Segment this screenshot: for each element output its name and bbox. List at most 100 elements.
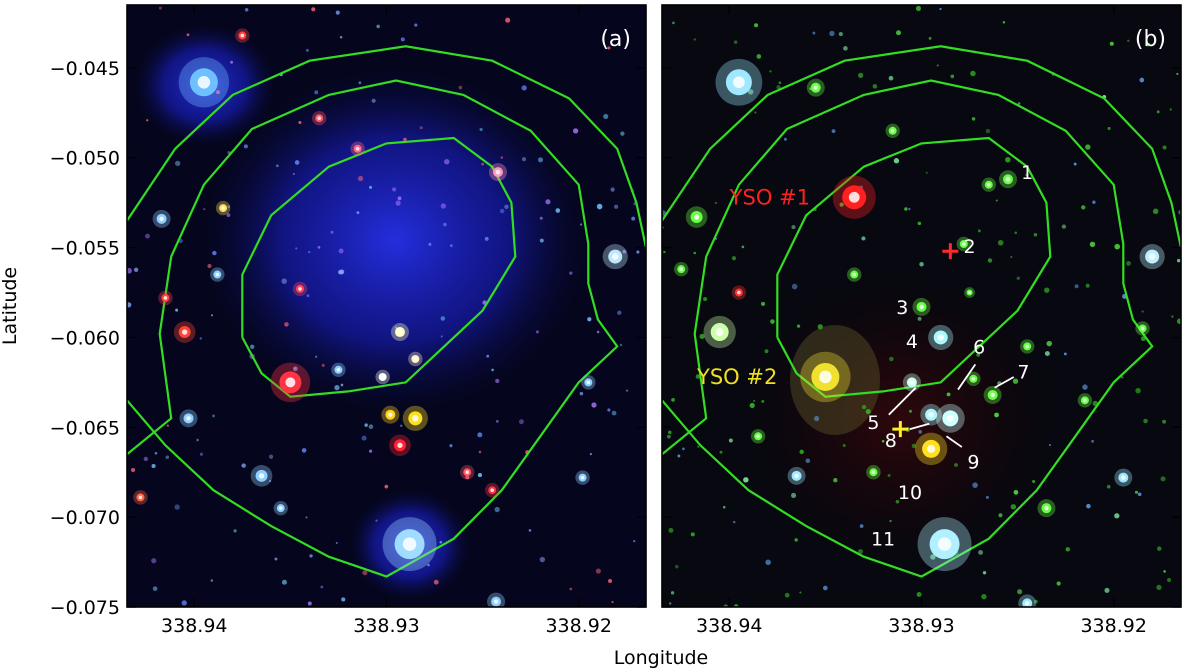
background-star xyxy=(130,468,136,473)
background-star xyxy=(587,317,592,322)
background-star xyxy=(397,196,402,201)
star-core xyxy=(679,267,684,271)
background-star xyxy=(400,424,403,427)
background-star xyxy=(199,452,204,456)
background-star xyxy=(1056,581,1061,586)
background-star xyxy=(607,408,611,412)
background-star xyxy=(764,349,769,354)
background-star xyxy=(1126,260,1131,266)
star-core xyxy=(412,415,419,422)
background-star xyxy=(335,10,340,15)
background-star xyxy=(796,324,801,328)
star-core xyxy=(138,495,143,500)
background-star xyxy=(1176,258,1181,263)
background-star xyxy=(861,236,866,241)
star-core xyxy=(848,191,860,203)
background-star xyxy=(765,559,771,566)
star-core xyxy=(968,291,972,295)
background-star xyxy=(403,137,407,142)
background-star xyxy=(145,233,150,239)
yso-label-2: YSO #2 xyxy=(696,365,777,389)
background-star xyxy=(1134,490,1139,494)
background-star xyxy=(521,85,527,91)
background-star xyxy=(244,7,249,12)
star-core xyxy=(813,85,819,90)
background-star xyxy=(946,392,951,397)
background-star xyxy=(1063,352,1067,356)
background-star xyxy=(306,294,310,298)
background-star xyxy=(152,586,158,591)
background-star xyxy=(908,409,913,413)
background-star xyxy=(146,119,149,122)
background-star xyxy=(631,216,636,221)
background-star xyxy=(1013,489,1019,495)
contour-2 xyxy=(127,79,619,578)
background-star xyxy=(339,269,345,275)
background-star xyxy=(861,404,867,410)
pointer-line xyxy=(945,435,963,448)
background-star xyxy=(1014,231,1018,235)
background-star xyxy=(1032,479,1036,484)
background-star xyxy=(569,271,573,275)
background-star xyxy=(440,203,446,209)
star-core xyxy=(163,296,168,300)
b-contours xyxy=(662,45,1181,578)
pointer-line xyxy=(957,363,977,391)
pointer-line xyxy=(909,422,930,430)
background-star xyxy=(619,343,623,347)
background-star xyxy=(887,473,891,478)
background-star xyxy=(1081,205,1086,210)
background-star xyxy=(936,64,939,67)
background-star xyxy=(1106,484,1111,489)
background-star xyxy=(555,208,561,213)
background-star xyxy=(843,46,848,51)
star-core xyxy=(397,442,403,448)
background-star xyxy=(1025,173,1029,177)
background-star xyxy=(295,247,298,250)
background-star xyxy=(479,127,483,132)
background-star xyxy=(670,591,675,595)
x-tick-label: 338.94 xyxy=(696,615,762,637)
background-star xyxy=(778,81,782,85)
background-star xyxy=(607,46,611,50)
source-label: 1 xyxy=(1021,162,1033,184)
background-star xyxy=(356,211,360,215)
background-star xyxy=(227,205,231,208)
background-star xyxy=(518,419,524,425)
y-tick-label: −0.070 xyxy=(50,507,120,529)
background-star xyxy=(977,229,981,233)
background-star xyxy=(682,447,685,451)
y-tick-label: −0.055 xyxy=(50,238,120,260)
background-star xyxy=(1048,444,1051,447)
star-core xyxy=(693,214,700,220)
background-star xyxy=(769,70,772,73)
background-star xyxy=(917,221,922,226)
background-star xyxy=(203,208,206,211)
background-star xyxy=(671,397,675,402)
axes: 338.94 338.93 338.92 338.94 338.93 338.92 −0.0… xyxy=(50,5,1181,637)
background-star xyxy=(358,81,362,85)
background-star xyxy=(842,443,846,448)
background-star xyxy=(495,378,500,383)
background-star xyxy=(756,54,762,59)
background-star xyxy=(535,330,539,334)
background-star xyxy=(340,383,344,387)
background-star xyxy=(603,113,609,120)
background-star xyxy=(1141,310,1144,313)
background-star xyxy=(400,37,405,42)
background-star xyxy=(199,337,202,340)
star-core xyxy=(794,473,799,479)
source-label: 5 xyxy=(867,412,879,434)
background-star xyxy=(505,17,511,23)
background-star xyxy=(212,414,215,418)
source-label: 3 xyxy=(896,297,908,319)
background-star xyxy=(528,529,532,532)
background-star xyxy=(309,554,313,558)
background-star xyxy=(702,296,708,302)
background-star xyxy=(320,585,324,589)
star-core xyxy=(380,375,385,379)
star-core xyxy=(871,470,876,475)
background-star xyxy=(477,473,483,478)
background-star xyxy=(292,172,295,175)
source-label: 8 xyxy=(885,430,897,452)
